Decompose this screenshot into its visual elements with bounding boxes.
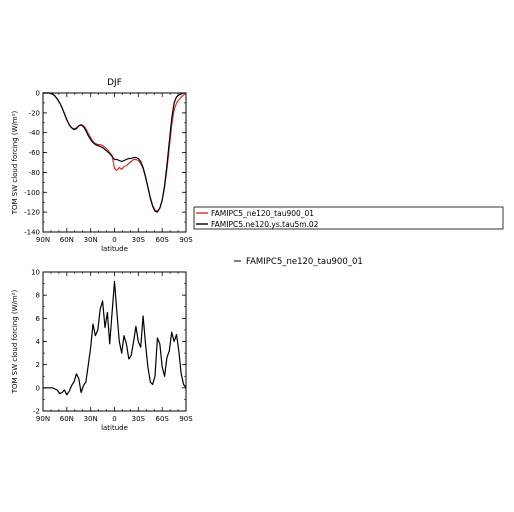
y-tick-label: -100 — [24, 189, 40, 197]
y-axis-label: TOM SW cloud forcing (W/m²) — [11, 289, 19, 394]
y-tick-label: -2 — [33, 408, 40, 416]
y-tick-label: 0 — [36, 384, 40, 392]
y-tick-label: 6 — [36, 315, 41, 323]
y-tick-label: -60 — [29, 149, 40, 157]
x-tick-label: 60S — [155, 415, 169, 423]
x-tick-label: 90N — [36, 415, 50, 423]
chart-title: DJF — [107, 78, 122, 88]
x-tick-label: 30N — [84, 236, 98, 244]
x-tick-label: 0 — [112, 236, 116, 244]
y-tick-label: -80 — [29, 169, 40, 177]
x-axis-label: latitude — [101, 424, 128, 432]
series-line-1 — [43, 280, 187, 396]
legend-entry-2: FAMIPC5.ne120.ys.tau5m.02 — [211, 220, 319, 229]
x-tick-label: 30S — [132, 236, 146, 244]
x-axis-label: latitude — [101, 245, 128, 253]
legend-box: FAMIPC5_ne120_tau900_01 FAMIPC5.ne120.ys… — [193, 206, 504, 230]
x-tick-label: 90S — [179, 236, 193, 244]
djf-sw-cloud-forcing-panel: DJF 90N 60N 30N 0 30S 60S 90S 0 -20 -40 -60 -80 -100 -… — [11, 78, 193, 253]
y-tick-label: -140 — [24, 229, 40, 237]
y-tick-label: -40 — [29, 129, 40, 137]
y-tick-label: -120 — [24, 209, 40, 217]
x-tick-label: 90S — [179, 415, 193, 423]
y-tick-label: 4 — [36, 338, 41, 346]
x-tick-label: 30N — [84, 415, 98, 423]
y-tick-label: -20 — [29, 109, 40, 117]
x-tick-label: 60N — [60, 415, 74, 423]
x-tick-label: 0 — [112, 415, 116, 423]
x-tick-label: 60N — [60, 236, 74, 244]
x-tick-label: 30S — [132, 415, 146, 423]
x-tick-label: 60S — [155, 236, 169, 244]
series-line-1 — [43, 92, 187, 212]
sw-cloud-forcing-difference-panel: 90N 60N 30N 0 30S 60S 90S -2 0 2 4 6 8 10 latitude TOM … — [11, 269, 193, 433]
y-tick-label: 2 — [36, 361, 40, 369]
legend-2: FAMIPC5_ne120_tau900_01 — [234, 257, 363, 267]
y-tick-label: 0 — [36, 90, 40, 98]
y-axis-label: TOM SW cloud forcing (W/m²) — [11, 110, 19, 215]
y-tick-label: 8 — [36, 292, 40, 300]
series-line-2 — [43, 92, 186, 213]
legend-frame — [193, 206, 504, 230]
legend-entry-1: FAMIPC5_ne120_tau900_01 — [211, 209, 314, 218]
legend2-entry-1: FAMIPC5_ne120_tau900_01 — [246, 257, 363, 267]
y-tick-label: 10 — [31, 269, 40, 277]
x-tick-label: 90N — [36, 236, 50, 244]
